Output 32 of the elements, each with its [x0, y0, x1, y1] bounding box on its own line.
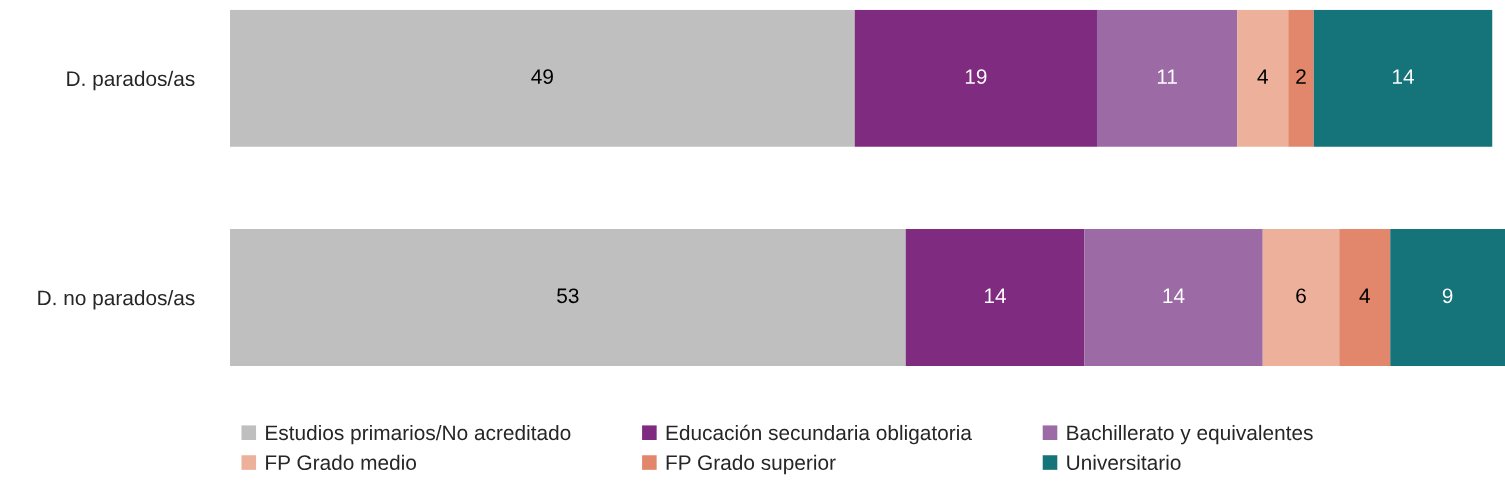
- data-label: 9: [1442, 288, 1453, 304]
- data-label: 19: [965, 69, 987, 84]
- bar: [854, 9, 1097, 147]
- legend-label: FP Grado medio: [266, 454, 417, 471]
- y-tick-label: D. no parados/as: [38, 290, 195, 310]
- legend-label: Educación secundaria obligatoria: [666, 424, 972, 445]
- bar: [1237, 9, 1289, 147]
- data-label: 14: [1163, 288, 1185, 303]
- bar: [229, 229, 906, 367]
- legend-label: Bachillerato y equivalentes: [1067, 424, 1313, 445]
- data-label: 53: [557, 288, 579, 304]
- bar: [1262, 229, 1340, 367]
- bar: [905, 229, 1085, 367]
- legend-label: FP Grado superior: [666, 454, 836, 475]
- legend-label: Universitario: [1067, 454, 1181, 471]
- bar: [1313, 9, 1493, 147]
- data-label: 14: [984, 288, 1006, 303]
- bar: [229, 9, 855, 147]
- bar: [1096, 9, 1238, 147]
- data-label: 2: [1296, 69, 1306, 84]
- bar: [1084, 229, 1263, 367]
- legend-label: Estudios primarios/No acreditado: [266, 424, 571, 445]
- data-label: 6: [1296, 288, 1306, 304]
- data-label: 4: [1257, 69, 1268, 84]
- data-label: 49: [531, 69, 553, 84]
- bar: [1288, 9, 1314, 147]
- data-label: 14: [1393, 69, 1414, 84]
- bar: [1390, 229, 1505, 367]
- data-label: 11: [1157, 69, 1177, 84]
- bar: [1339, 229, 1391, 367]
- y-tick-label: D. parados/as: [67, 70, 195, 91]
- data-label: 4: [1359, 288, 1370, 303]
